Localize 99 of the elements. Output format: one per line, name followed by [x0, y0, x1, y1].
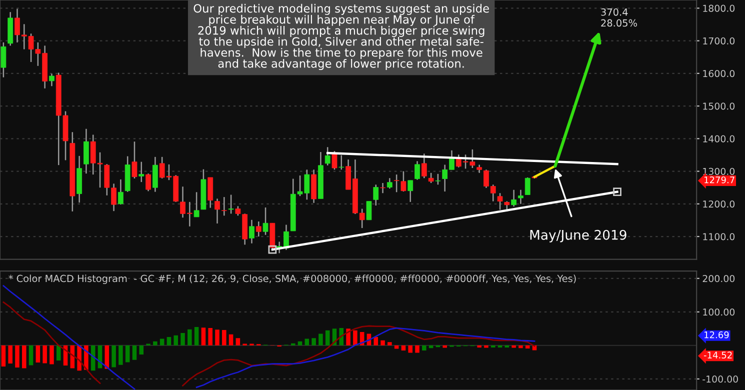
- bar: [36, 345, 40, 363]
- y-tick-label: 1800.0: [703, 4, 735, 12]
- candlestick: [338, 154, 344, 170]
- candlestick: [324, 146, 330, 166]
- bar: [153, 341, 158, 346]
- bar: [160, 338, 164, 346]
- text: 12.69: [704, 331, 729, 338]
- bar: [442, 345, 447, 348]
- y-tick-label: 1300.0: [703, 168, 735, 175]
- y-tick-label: 1500.0: [703, 102, 735, 110]
- bar: [56, 345, 61, 361]
- y-tick-label: 1100.0: [703, 233, 735, 240]
- bar: [112, 345, 116, 368]
- bar: [1, 345, 6, 367]
- bar: [208, 328, 212, 346]
- bar: [374, 337, 378, 346]
- bar: [380, 340, 385, 346]
- candlestick: [208, 176, 214, 208]
- annotation: Our predictive modeling systems suggest an upside price breakout will happen near May or June of 2019 which will prompt a much bigger price swing to the upside in Gold, Silver and other metal safe- havens. Now is the time to prepare for this move and take advantage of lower price rotation.: [194, 4, 489, 70]
- bar: [42, 345, 47, 364]
- candlestick: [518, 189, 524, 205]
- bar: [318, 334, 323, 346]
- bar: [215, 330, 220, 346]
- bar: [125, 345, 130, 362]
- bar: [484, 345, 488, 348]
- candlestick: [332, 150, 338, 170]
- candlestick: [221, 196, 227, 216]
- bar: [422, 345, 426, 350]
- bar: [132, 345, 137, 360]
- bar: [512, 345, 516, 348]
- candlestick: [497, 192, 503, 210]
- bar: [312, 338, 316, 346]
- bar: [15, 345, 20, 368]
- bar: [188, 329, 192, 346]
- bar: [139, 345, 144, 354]
- bar: [518, 345, 523, 348]
- candlestick: [428, 172, 434, 184]
- bar: [408, 345, 412, 353]
- bar: [166, 337, 172, 346]
- bar: [394, 345, 399, 349]
- bar: [28, 345, 34, 366]
- candlestick: [394, 174, 400, 193]
- candlestick: [373, 184, 379, 206]
- bar: [401, 345, 406, 350]
- bar: [22, 345, 26, 368]
- bar: [525, 345, 530, 348]
- bar: [222, 330, 226, 346]
- annotation: 370.4 28.05%: [601, 8, 637, 27]
- y-tick-label: 1600.0: [703, 70, 735, 78]
- candlestick: [235, 206, 241, 216]
- candlestick: [118, 178, 124, 206]
- candlestick: [408, 180, 414, 203]
- text: 1279.7: [704, 176, 734, 184]
- candlestick: [152, 156, 158, 192]
- y-tick-label: -100.00: [702, 376, 738, 383]
- candlestick: [146, 172, 151, 192]
- candlestick: [511, 189, 517, 208]
- candlestick: [84, 128, 89, 174]
- candlestick: [400, 170, 406, 192]
- candlestick: [194, 192, 200, 218]
- bar: [236, 338, 240, 346]
- y-tick-label: 1400.0: [703, 135, 735, 142]
- bar: [50, 345, 54, 364]
- bar: [353, 330, 358, 346]
- candlestick: [366, 200, 372, 220]
- y-tick-label: 1200.0: [703, 200, 735, 208]
- bar: [194, 327, 199, 346]
- candlestick: [262, 206, 268, 236]
- candlestick: [435, 173, 441, 186]
- bar: [228, 334, 234, 346]
- candlestick: [228, 194, 234, 214]
- candlestick: [132, 140, 138, 180]
- bar: [174, 335, 178, 346]
- chart-title: * Color MACD Histogram - GC #F, M (12, 26, 9, Close, SMA, #008000, #ff0000, #ff0000, #0000ff, Yes, Yes, Yes, Yes): [8, 274, 576, 284]
- bar: [415, 345, 420, 353]
- bar: [346, 328, 350, 346]
- candlestick: [0, 42, 6, 78]
- candlestick: [524, 176, 530, 196]
- candlestick: [256, 220, 262, 238]
- candlestick: [414, 160, 420, 180]
- candlestick: [386, 177, 392, 190]
- candlestick: [421, 153, 427, 179]
- candlestick: [49, 73, 54, 87]
- bar: [180, 333, 185, 346]
- bar: [118, 345, 123, 365]
- candlestick: [249, 219, 254, 244]
- bar: [304, 338, 310, 346]
- bar: [8, 345, 12, 364]
- y-tick-label: 100.00: [703, 308, 735, 316]
- text: -14.52: [704, 352, 732, 358]
- candlestick: [138, 161, 144, 183]
- bar: [325, 330, 330, 346]
- bar: [201, 328, 206, 346]
- annotation: May/June 2019: [530, 230, 626, 242]
- candlestick: [214, 198, 220, 224]
- y-tick-label: 200.00: [702, 275, 735, 282]
- bar: [388, 342, 392, 346]
- y-tick-label: 1700.0: [703, 37, 735, 44]
- bar: [298, 341, 302, 346]
